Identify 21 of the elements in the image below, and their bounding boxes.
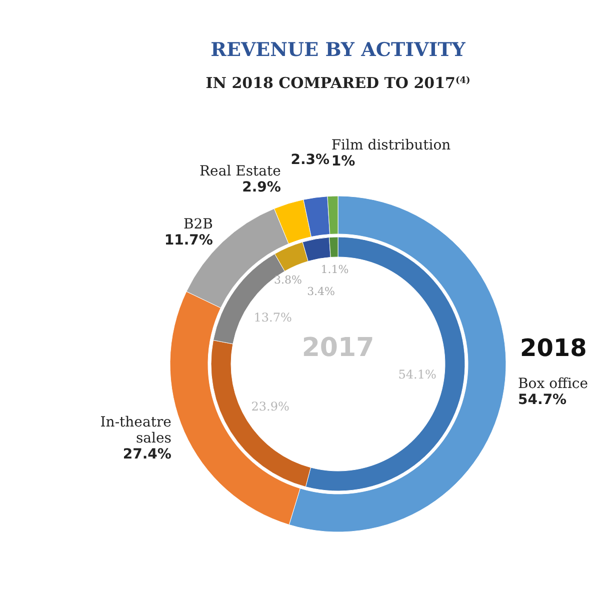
slice-label: Box office xyxy=(518,376,588,392)
chart-subtitle: IN 2018 COMPARED TO 2017$^{(4)}$ xyxy=(206,74,470,92)
data-label: 11.7% xyxy=(164,232,213,249)
data-label: 3.4% xyxy=(307,285,336,298)
chart-title: REVENUE BY ACTIVITY xyxy=(210,39,466,61)
slice-label: 2017 xyxy=(302,333,374,363)
data-label: 1% xyxy=(331,153,356,170)
data-label: 2.3% xyxy=(290,152,330,168)
slice-label: 2018 xyxy=(520,334,587,362)
slice-label: In-theatre sales xyxy=(100,414,172,446)
data-label: 2.9% xyxy=(242,179,281,196)
data-label: 13.7% xyxy=(254,310,292,325)
data-label: 23.9% xyxy=(251,400,290,414)
data-label: 54.1% xyxy=(398,367,436,382)
slice-label: Real Estate xyxy=(200,163,281,180)
slice-label: Film distribution xyxy=(331,137,451,154)
data-label: 54.7% xyxy=(518,392,567,408)
data-label: 3.8% xyxy=(274,273,302,286)
data-label: 1.1% xyxy=(320,263,349,276)
data-label: 27.4% xyxy=(122,446,172,462)
slice-label: B2B xyxy=(183,216,213,233)
